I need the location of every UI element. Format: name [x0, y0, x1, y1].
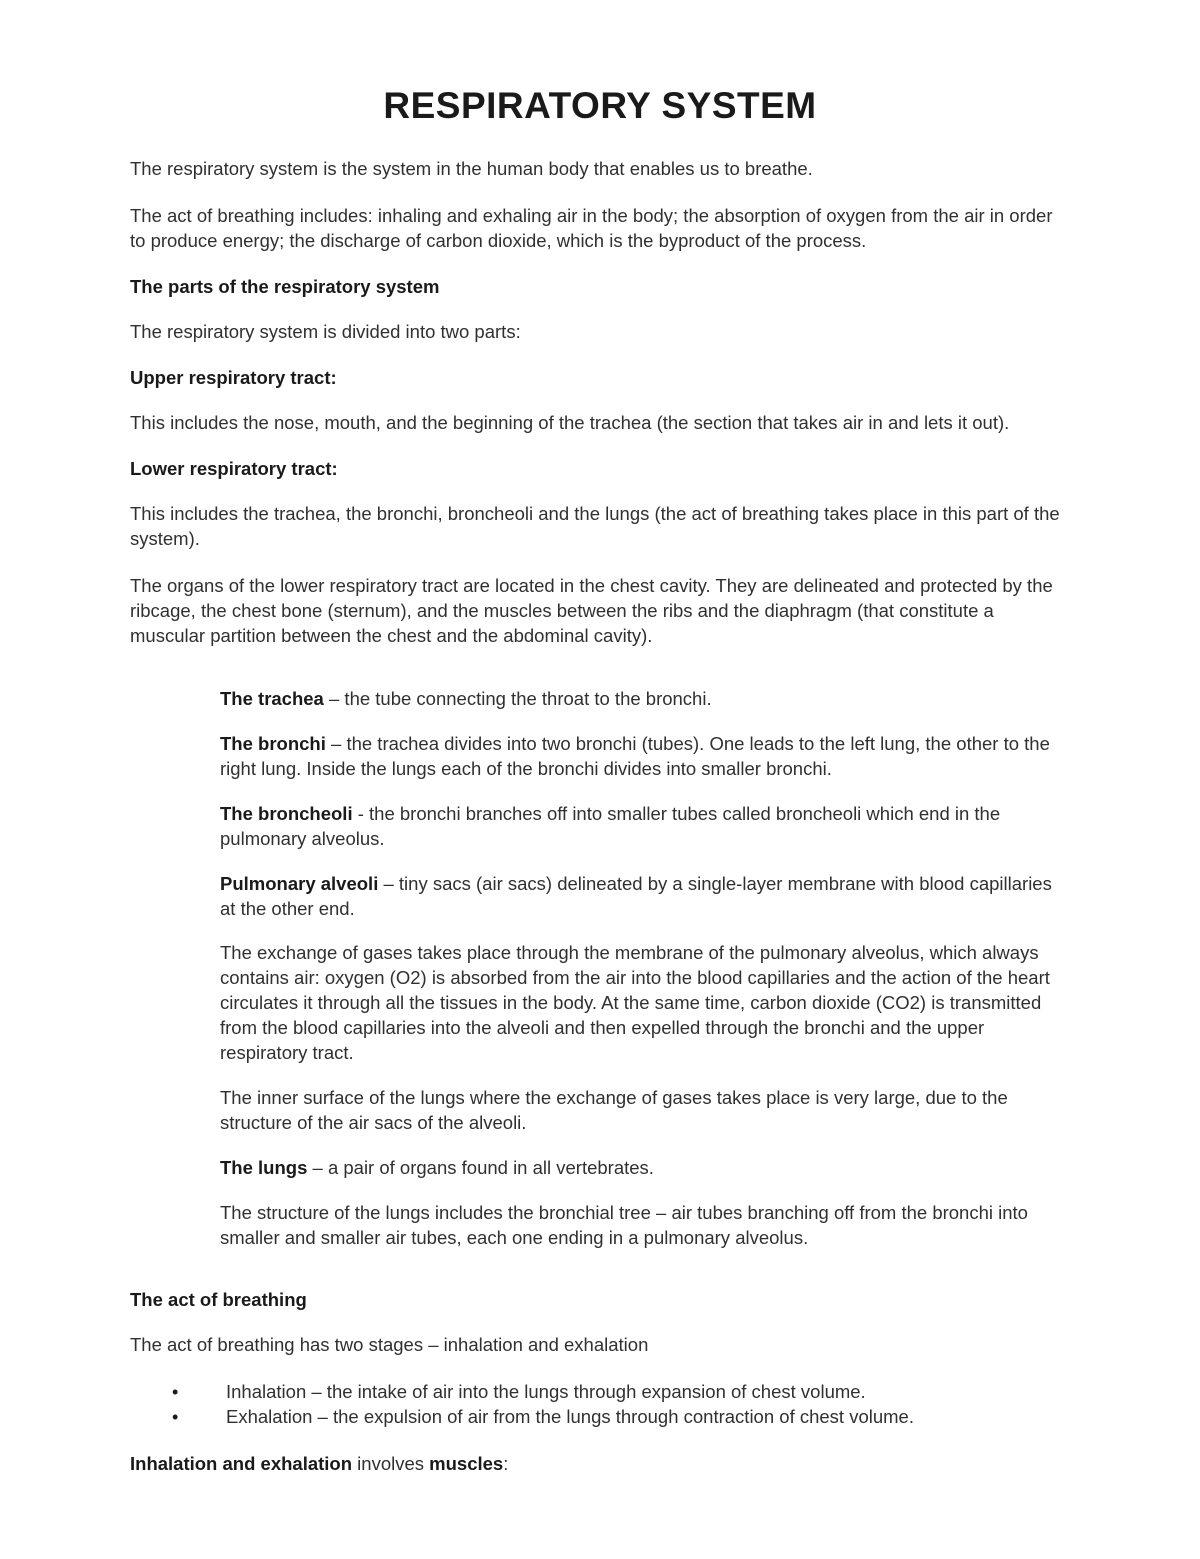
upper-tract-heading: Upper respiratory tract:	[130, 367, 1070, 389]
muscles-line: Inhalation and exhalation involves muscl…	[130, 1452, 1070, 1477]
lower-tract-body-1: This includes the trachea, the bronchi, …	[130, 502, 1070, 552]
inner-surface-paragraph: The inner surface of the lungs where the…	[220, 1086, 1070, 1136]
def-bronchi: The bronchi – the trachea divides into t…	[220, 732, 1070, 782]
lower-tract-body-2: The organs of the lower respiratory trac…	[130, 574, 1070, 649]
breathing-bullets: Inhalation – the intake of air into the …	[130, 1380, 1070, 1430]
page-title: RESPIRATORY SYSTEM	[130, 85, 1070, 127]
def-alveoli: Pulmonary alveoli – tiny sacs (air sacs)…	[220, 872, 1070, 922]
lower-tract-heading: Lower respiratory tract:	[130, 458, 1070, 480]
parts-intro: The respiratory system is divided into t…	[130, 320, 1070, 345]
def-broncheoli: The broncheoli - the bronchi branches of…	[220, 802, 1070, 852]
document-page: RESPIRATORY SYSTEM The respiratory syste…	[0, 0, 1200, 1559]
text-lungs: – a pair of organs found in all vertebra…	[307, 1157, 654, 1178]
act-heading: The act of breathing	[130, 1289, 1070, 1311]
term-bronchi: The bronchi	[220, 733, 326, 754]
exchange-paragraph: The exchange of gases takes place throug…	[220, 941, 1070, 1066]
intro-paragraph-2: The act of breathing includes: inhaling …	[130, 204, 1070, 254]
term-lungs: The lungs	[220, 1157, 307, 1178]
parts-heading: The parts of the respiratory system	[130, 276, 1070, 298]
intro-paragraph-1: The respiratory system is the system in …	[130, 157, 1070, 182]
def-lungs: The lungs – a pair of organs found in al…	[220, 1156, 1070, 1181]
muscles-part-a: Inhalation and exhalation	[130, 1453, 352, 1474]
lung-structure-paragraph: The structure of the lungs includes the …	[220, 1201, 1070, 1251]
muscles-part-c: muscles	[429, 1453, 503, 1474]
bullet-inhalation: Inhalation – the intake of air into the …	[130, 1380, 1070, 1405]
text-bronchi: – the trachea divides into two bronchi (…	[220, 733, 1050, 779]
muscles-part-d: :	[503, 1453, 508, 1474]
definitions-block: The trachea – the tube connecting the th…	[220, 687, 1070, 1251]
term-trachea: The trachea	[220, 688, 324, 709]
term-alveoli: Pulmonary alveoli	[220, 873, 378, 894]
upper-tract-body: This includes the nose, mouth, and the b…	[130, 411, 1070, 436]
bullet-exhalation: Exhalation – the expulsion of air from t…	[130, 1405, 1070, 1430]
text-trachea: – the tube connecting the throat to the …	[324, 688, 712, 709]
act-intro: The act of breathing has two stages – in…	[130, 1333, 1070, 1358]
muscles-part-b: involves	[352, 1453, 429, 1474]
def-trachea: The trachea – the tube connecting the th…	[220, 687, 1070, 712]
term-broncheoli: The broncheoli	[220, 803, 353, 824]
